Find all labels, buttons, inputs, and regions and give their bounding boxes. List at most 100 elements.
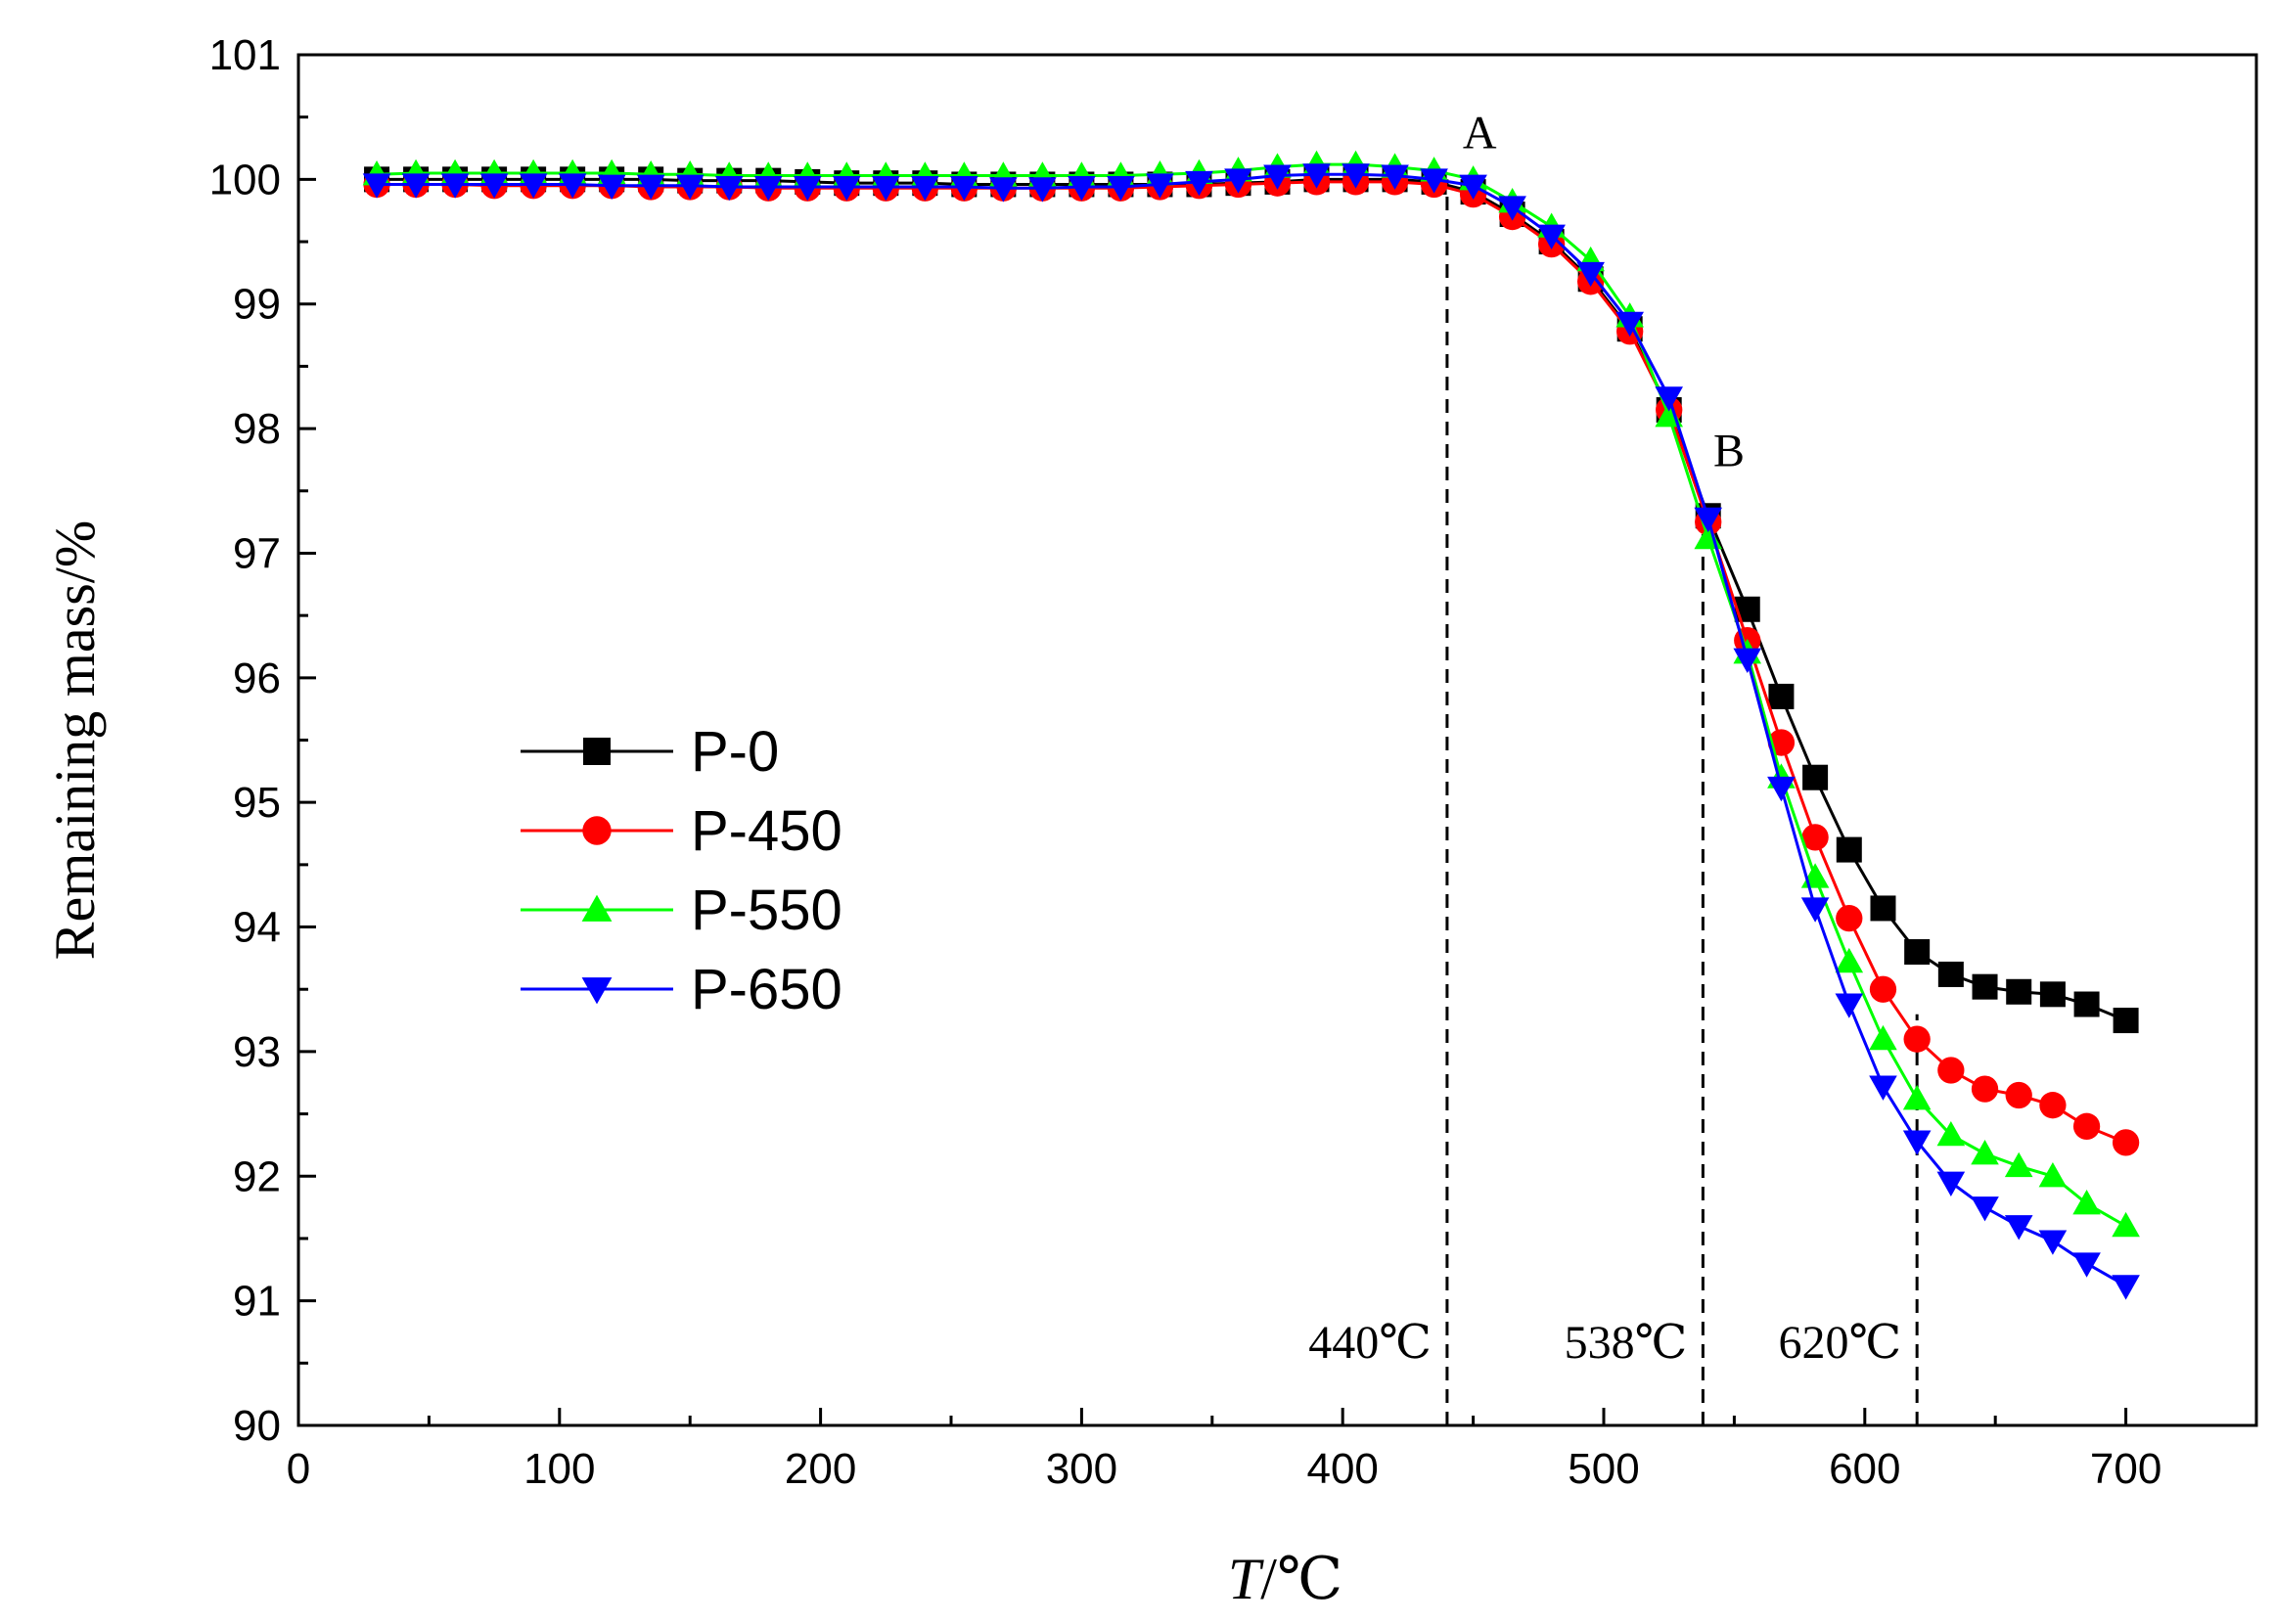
data-point <box>1224 168 1252 194</box>
legend-item: P-550 <box>521 879 842 942</box>
data-point <box>1903 1025 1931 1053</box>
data-point <box>911 175 939 202</box>
data-point <box>519 173 548 199</box>
data-point <box>1904 939 1931 966</box>
data-point <box>2072 1252 2101 1278</box>
data-point <box>1801 824 1829 851</box>
data-point <box>1802 764 1829 790</box>
data-point <box>675 174 705 201</box>
data-point <box>2039 1092 2067 1119</box>
series-layer <box>362 150 2140 1300</box>
data-point <box>401 173 431 199</box>
y-tick-label: 100 <box>209 156 281 203</box>
x-axis-label: T/℃ <box>1228 1547 1342 1611</box>
data-point <box>1937 1057 1965 1084</box>
data-point <box>558 173 587 199</box>
data-point <box>1902 1130 1932 1155</box>
data-point <box>1576 261 1605 288</box>
data-point <box>950 175 978 202</box>
y-tick-label: 92 <box>233 1152 281 1200</box>
y-tick-label: 91 <box>233 1278 281 1326</box>
x-tick-label: 700 <box>2090 1445 2161 1493</box>
axes-layer <box>296 53 2258 1427</box>
data-point <box>1836 836 1862 863</box>
legend-item: P-0 <box>521 720 779 784</box>
data-point <box>2004 1151 2033 1178</box>
x-axis-label-variable: T <box>1228 1547 1264 1611</box>
legend-marker <box>581 977 613 1005</box>
legend-label: P-450 <box>691 799 842 863</box>
data-point <box>1459 174 1487 201</box>
y-tick-label: 97 <box>233 529 281 577</box>
data-point <box>1733 648 1762 674</box>
point-annotation: A <box>1463 108 1497 159</box>
series-line <box>376 162 2127 1228</box>
data-point <box>2113 1008 2139 1034</box>
x-tick-label: 500 <box>1568 1445 1639 1493</box>
x-axis-label-unit: /℃ <box>1260 1547 1342 1611</box>
series-P-650 <box>362 163 2140 1300</box>
data-point <box>872 175 900 202</box>
y-tick-label: 96 <box>233 654 281 702</box>
x-tick-label: 600 <box>1829 1445 1900 1493</box>
data-point <box>2112 1211 2140 1238</box>
data-point <box>2004 1215 2033 1241</box>
data-point <box>714 175 744 202</box>
data-point <box>1381 164 1409 190</box>
data-point <box>2112 1129 2140 1156</box>
point-annotation: B <box>1713 425 1745 476</box>
legend-label: P-0 <box>691 720 779 784</box>
data-point <box>1869 975 1897 1003</box>
data-point <box>2038 1161 2068 1188</box>
data-point <box>1937 961 1964 987</box>
data-point <box>2005 1081 2032 1109</box>
legend-item: P-450 <box>521 799 842 863</box>
legend-item: P-650 <box>521 958 842 1021</box>
data-point <box>1800 897 1830 923</box>
data-point <box>1869 1024 1897 1051</box>
data-point <box>2006 978 2032 1005</box>
reference-lines-layer <box>1445 179 1919 1425</box>
data-point <box>1902 1085 1932 1110</box>
data-point <box>479 173 509 199</box>
series-line <box>377 180 2127 1145</box>
data-point <box>832 175 861 202</box>
data-point <box>1768 683 1795 709</box>
labels-layer: 0 100 200 300 400 500 600 700 90 91 92 93 94 95 96 97 98… <box>43 31 2161 1611</box>
legend-marker <box>583 738 611 765</box>
y-tick-label: 93 <box>233 1028 281 1076</box>
x-tick-label: 200 <box>785 1445 856 1493</box>
legend-marker <box>582 816 612 845</box>
data-point <box>1302 163 1331 189</box>
data-point <box>597 174 626 201</box>
data-point <box>1694 507 1723 533</box>
data-point <box>2072 1112 2101 1140</box>
data-point <box>1870 895 1896 922</box>
data-point <box>2039 981 2066 1008</box>
data-point <box>1537 224 1566 249</box>
legend: P-0 P-450 P-550 P-650 <box>521 720 842 1021</box>
reference-line-label: 538℃ <box>1565 1317 1688 1369</box>
x-tick-label: 0 <box>287 1445 310 1493</box>
data-point <box>1936 1171 1966 1196</box>
data-point <box>1107 175 1135 202</box>
data-point <box>753 175 783 202</box>
data-point <box>1836 904 1863 932</box>
series-line <box>377 177 2127 1022</box>
data-point <box>793 175 822 202</box>
data-point <box>1068 175 1096 202</box>
data-point <box>1146 173 1174 199</box>
data-point <box>1498 196 1526 221</box>
x-tick-label: 300 <box>1046 1445 1117 1493</box>
data-point <box>1655 386 1683 412</box>
reference-line-label: 440℃ <box>1308 1317 1432 1369</box>
data-point <box>440 173 470 199</box>
data-point <box>1971 1140 1999 1165</box>
legend-marker <box>581 894 613 922</box>
data-point <box>2038 1230 2068 1255</box>
data-point <box>2112 1275 2140 1300</box>
data-point <box>1342 163 1370 189</box>
legend-label: P-550 <box>691 879 842 942</box>
data-point <box>1972 973 1998 1000</box>
